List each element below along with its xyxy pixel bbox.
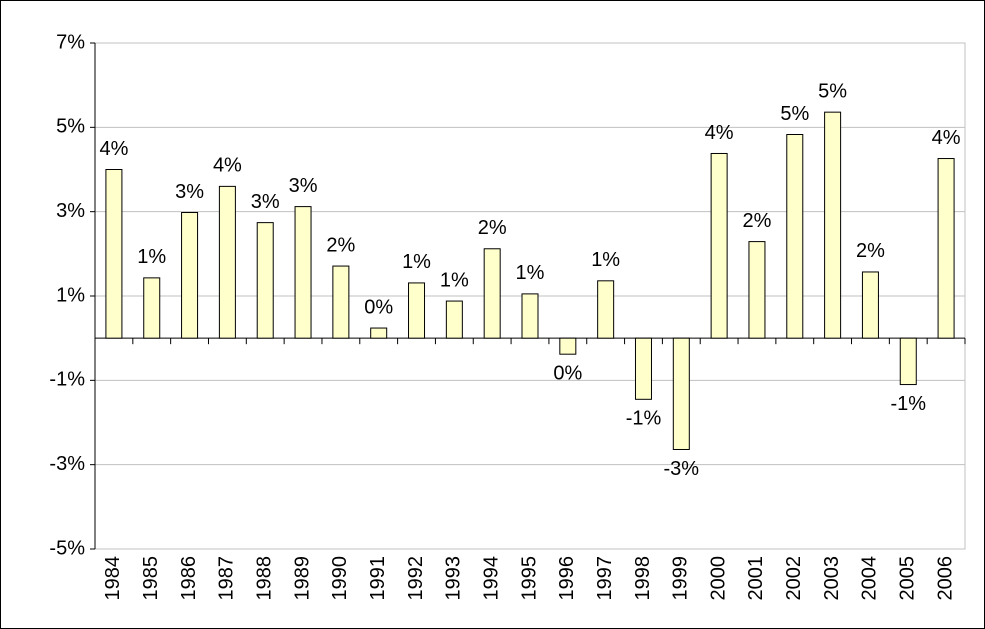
bar <box>218 185 236 339</box>
x-tick-label: 1996 <box>556 556 578 601</box>
value-label: 5% <box>780 103 809 125</box>
bar <box>824 111 842 339</box>
x-tick-label: 1986 <box>178 556 200 601</box>
bar <box>634 337 652 400</box>
value-label: 3% <box>175 181 204 203</box>
y-tick-label: 7% <box>56 31 85 53</box>
x-tick-label: 1985 <box>140 556 162 601</box>
bar <box>294 206 312 339</box>
value-label: -3% <box>664 458 700 480</box>
value-label: 1% <box>516 262 545 284</box>
x-tick-label: 1990 <box>329 556 351 601</box>
value-label: -1% <box>890 393 926 415</box>
value-label: 4% <box>213 155 242 177</box>
value-label: 2% <box>743 210 772 232</box>
value-label: 2% <box>856 240 885 262</box>
value-label: 1% <box>137 246 166 268</box>
x-tick-label: 1994 <box>480 556 502 601</box>
y-tick-label: 1% <box>56 284 85 306</box>
bar <box>483 248 501 339</box>
value-label: 1% <box>591 249 620 271</box>
x-tick-label: 2001 <box>745 556 767 601</box>
x-tick-label: 1988 <box>253 556 275 601</box>
x-tick-label: 2004 <box>859 556 881 601</box>
y-tick-label: 3% <box>56 200 85 222</box>
x-tick-label: 1999 <box>670 556 692 601</box>
x-tick-label: 1993 <box>443 556 465 601</box>
bar <box>672 337 690 450</box>
bar <box>559 337 577 355</box>
value-label: 0% <box>364 296 393 318</box>
bar <box>445 300 463 339</box>
bar <box>786 134 804 339</box>
x-tick-label: 1995 <box>518 556 540 601</box>
x-tick-label: 1991 <box>367 556 389 601</box>
x-tick-label: 2002 <box>783 556 805 601</box>
value-label: 4% <box>932 127 961 149</box>
value-label: 3% <box>289 175 318 197</box>
x-tick-label: 2005 <box>897 556 919 601</box>
x-tick-label: 1989 <box>291 556 313 601</box>
x-tick-label: 1998 <box>632 556 654 601</box>
bar <box>710 152 728 339</box>
value-label: 4% <box>705 122 734 144</box>
bar <box>597 280 615 339</box>
y-tick-label: -3% <box>49 453 85 475</box>
bar <box>861 271 879 339</box>
bar <box>408 282 426 339</box>
value-label: 1% <box>440 269 469 291</box>
bar <box>748 241 766 339</box>
bar <box>899 337 917 386</box>
value-label: 0% <box>553 362 582 384</box>
value-label: 1% <box>402 251 431 273</box>
y-tick-label: -1% <box>49 369 85 391</box>
bar <box>370 327 388 339</box>
bar <box>143 277 161 339</box>
bar <box>181 212 199 339</box>
bar <box>521 293 539 339</box>
x-tick-label: 1987 <box>216 556 238 601</box>
value-label: 3% <box>251 191 280 213</box>
bar <box>256 222 274 339</box>
bar <box>332 265 350 339</box>
x-tick-label: 1992 <box>405 556 427 601</box>
x-tick-label: 2003 <box>821 556 843 601</box>
value-label: 2% <box>478 217 507 239</box>
bar <box>105 169 123 339</box>
value-label: 2% <box>326 234 355 256</box>
y-tick-label: 5% <box>56 116 85 138</box>
x-tick-label: 1984 <box>102 556 124 601</box>
y-tick-label: -5% <box>49 537 85 559</box>
value-label: 4% <box>99 138 128 160</box>
x-tick-label: 2000 <box>707 556 729 601</box>
x-tick-label: 1997 <box>594 556 616 601</box>
value-label: -1% <box>626 408 662 430</box>
x-tick-label: 2006 <box>934 556 956 601</box>
bar <box>937 158 955 339</box>
value-label: 5% <box>818 80 847 102</box>
